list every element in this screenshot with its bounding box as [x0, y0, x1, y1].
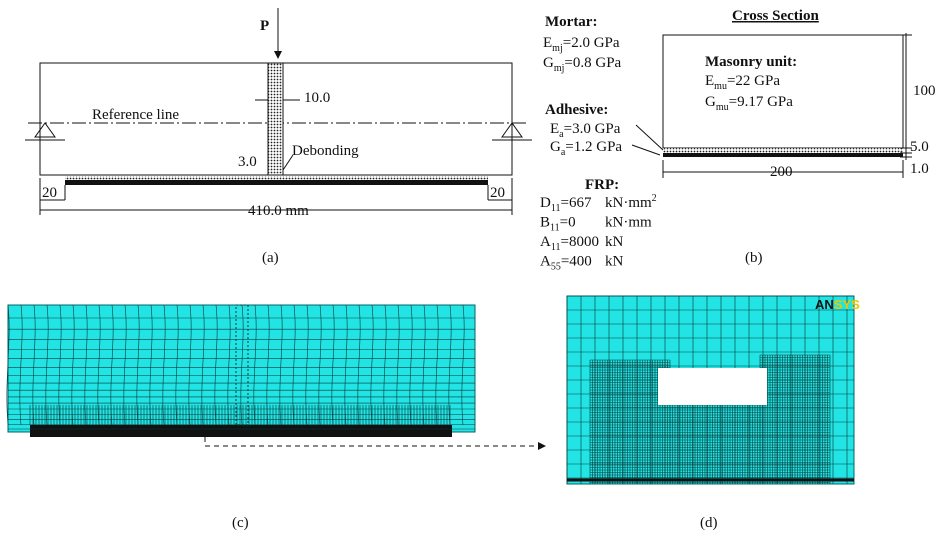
gap-label: 3.0 — [238, 154, 257, 170]
value: =3.0 GPa — [564, 121, 621, 137]
heading: Mortar: — [545, 14, 597, 30]
dims — [39, 178, 513, 215]
logo: ANSYS — [815, 297, 860, 312]
adhesive — [663, 148, 903, 153]
caption: (a) — [262, 250, 279, 266]
mortar-joint — [267, 62, 284, 176]
unit-text: kN·mm — [605, 215, 652, 231]
dims — [662, 33, 912, 178]
property: D11=667 — [540, 195, 592, 214]
width: 200 — [770, 164, 793, 180]
zoom-arrow — [204, 437, 546, 450]
leader — [282, 154, 294, 171]
right-offset: 20 — [490, 185, 505, 201]
masonry-unit — [662, 34, 904, 149]
unit: kN — [605, 234, 624, 250]
subscript: 11 — [551, 242, 561, 253]
panel-a: P 10.0 Reference line Debonding 3.0 20 2… — [25, 8, 532, 266]
property: Ea=3.0 GPa — [550, 121, 621, 140]
frp — [663, 153, 903, 157]
value: =400 — [561, 254, 592, 270]
property: Ga=1.2 GPa — [550, 139, 622, 158]
logo-part: AN — [815, 297, 834, 312]
superscript: 2 — [652, 193, 657, 204]
symbol: D — [540, 195, 551, 211]
adhesive — [65, 176, 488, 180]
symbol: G — [705, 94, 716, 110]
value: =22 GPa — [727, 73, 780, 89]
frp — [65, 180, 488, 185]
unit: kN·mm — [605, 215, 652, 231]
void — [658, 368, 767, 405]
symbol: A — [540, 254, 551, 270]
property: A11=8000 — [540, 234, 599, 253]
subscript: mu — [714, 81, 727, 92]
value: =0.8 GPa — [564, 55, 621, 71]
caption: (d) — [700, 515, 718, 531]
debonding-label: Debonding — [292, 143, 359, 159]
support — [492, 122, 532, 141]
subscript: a — [561, 147, 566, 158]
heading: Adhesive: — [545, 102, 608, 118]
left-offset: 20 — [42, 185, 57, 201]
mesh-dense — [759, 354, 831, 484]
leaders — [631, 124, 664, 156]
property: B11=0 — [540, 215, 576, 234]
joint-width: 10.0 — [304, 90, 330, 106]
heading: Masonry unit: — [705, 54, 797, 70]
subscript: 55 — [551, 262, 561, 273]
caption: (c) — [232, 515, 249, 531]
unit: kN·mm2 — [605, 193, 657, 211]
caption: (b) — [745, 250, 763, 266]
panel-d: (d) ANSYS — [566, 295, 860, 531]
symbol: A — [540, 234, 551, 250]
mesh-dense — [589, 359, 671, 484]
symbol: E — [550, 121, 559, 137]
unit-text: kN·mm — [605, 195, 652, 211]
panel-b: Cross Section 100 5.0 1.0 200 (b) Mortar… — [540, 8, 936, 273]
value: =1.2 GPa — [565, 139, 622, 155]
load-label: P — [260, 18, 269, 34]
subscript: mj — [554, 63, 565, 74]
joint-mesh — [235, 304, 249, 426]
symbol: B — [540, 215, 550, 231]
property: Emj=2.0 GPa — [543, 35, 620, 54]
value: =9.17 GPa — [729, 94, 794, 110]
symbol: G — [550, 139, 561, 155]
span-label: 410.0 mm — [248, 203, 309, 219]
frp-mesh — [30, 425, 452, 437]
symbol: G — [543, 55, 554, 71]
title: Cross Section — [732, 8, 819, 24]
mesh-dense — [669, 404, 761, 484]
property: Emu=22 GPa — [705, 73, 780, 92]
property: Gmj=0.8 GPa — [543, 55, 622, 74]
unit-text: kN — [605, 254, 624, 270]
adhesive-thickness: 5.0 — [910, 139, 929, 155]
subscript: a — [559, 129, 564, 140]
subscript: 11 — [551, 203, 561, 214]
subscript: mu — [716, 102, 729, 113]
unit: kN — [605, 254, 624, 270]
panel-c: (c) — [6, 304, 546, 531]
value: =667 — [560, 195, 591, 211]
support — [25, 122, 65, 141]
symbol: E — [705, 73, 714, 89]
unit-text: kN — [605, 234, 624, 250]
mesh-lines — [6, 304, 475, 430]
reference-label: Reference line — [92, 107, 179, 123]
value: =8000 — [560, 234, 598, 250]
subscript: 11 — [550, 223, 560, 234]
heading: FRP: — [585, 177, 619, 193]
property: A55=400 — [540, 254, 592, 273]
frp-thickness: 1.0 — [910, 161, 929, 177]
value: =0 — [560, 215, 576, 231]
property: Gmu=9.17 GPa — [705, 94, 793, 113]
mesh-dense — [29, 405, 451, 425]
logo-part: SYS — [834, 297, 860, 312]
value: =2.0 GPa — [563, 35, 620, 51]
subscript: mj — [552, 43, 563, 54]
height: 100 — [913, 83, 936, 99]
symbol: E — [543, 35, 552, 51]
